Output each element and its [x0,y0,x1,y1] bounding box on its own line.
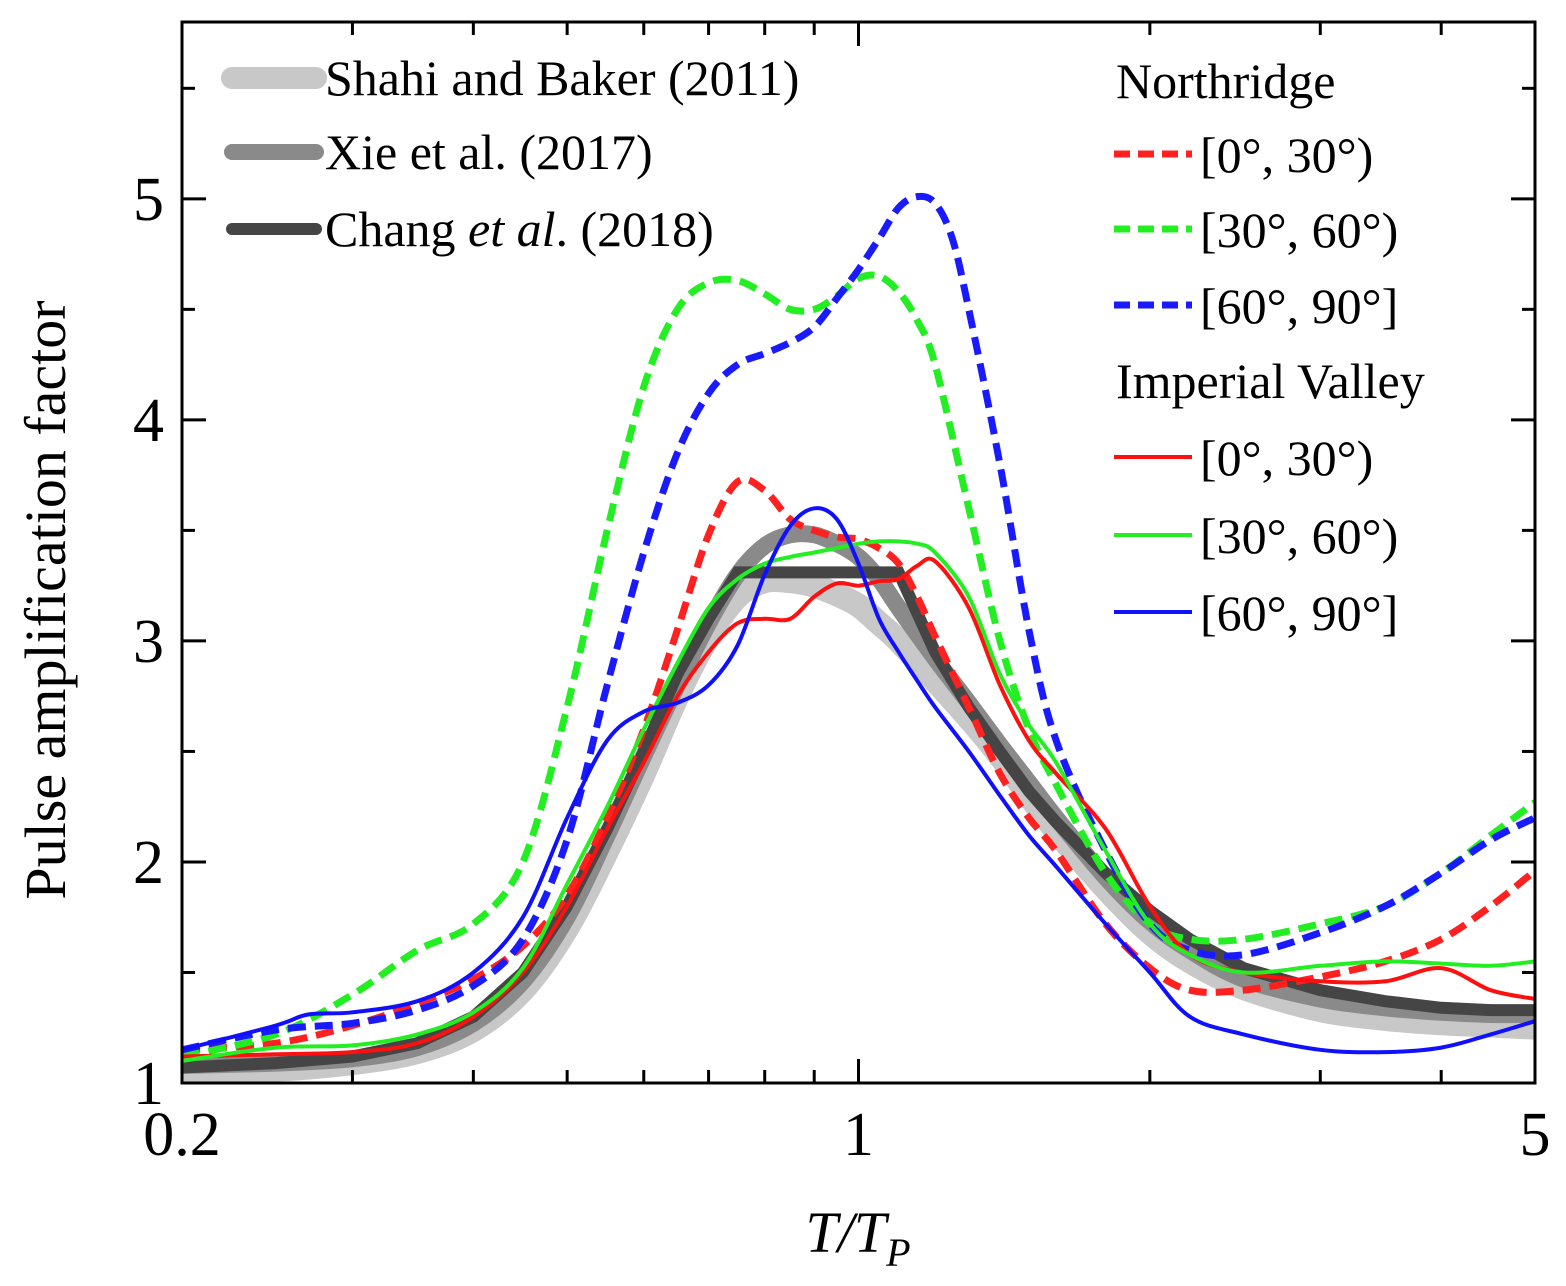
series-line-n3 [182,192,1535,1054]
legend-label-n2: [30°, 60°) [1200,202,1398,258]
legend-label-shahi: Shahi and Baker (2011) [325,50,799,106]
series-line-chang [182,566,1535,1074]
x-axis-title: T/TP [805,1200,910,1275]
legend-label-i2: [30°, 60°) [1200,508,1398,564]
y-tick-label: 4 [133,387,164,455]
y-tick-label: 1 [133,1050,164,1118]
y-tick-label: 5 [133,166,164,234]
series-line-i3 [182,506,1535,1055]
legend-label-chang-italic: et al [468,201,555,257]
y-tick-label: 2 [133,829,164,897]
legend-label-chang: Chang et al. (2018) [325,201,714,257]
legend-label-n3: [60°, 90°] [1200,278,1398,334]
x-axis-title-main: T/T [805,1200,889,1265]
legend-label-xie: Xie et al. (2017) [325,124,653,180]
legend-label-chang-post: . (2018) [556,201,714,257]
legend-label-i3: [60°, 90°] [1200,585,1398,641]
legend-label-n1: [0°, 30°) [1200,127,1373,183]
x-axis-title-sub: P [885,1230,910,1275]
legend-label-i1: [0°, 30°) [1200,430,1373,486]
series-line-n1 [182,475,1535,1054]
series-layer [182,192,1535,1083]
series-line-i2 [182,539,1535,1063]
legend-group-imperial-valley: Imperial Valley [1116,353,1425,409]
x-tick-label: 5 [1520,1101,1551,1169]
x-tick-label: 0.2 [143,1101,221,1169]
series-line-n2 [182,271,1535,1060]
legend-right: Northridge [0°, 30°) [30°, 60°) [60°, 90… [1114,53,1425,641]
legend-left: Shahi and Baker (2011) Xie et al. (2017)… [221,50,799,257]
y-tick-label: 3 [133,608,164,676]
y-axis-title: Pulse amplification factor [13,300,78,899]
x-tick-label: 1 [843,1101,874,1169]
legend-label-chang-pre: Chang [325,201,468,257]
legend-group-northridge: Northridge [1116,53,1335,109]
